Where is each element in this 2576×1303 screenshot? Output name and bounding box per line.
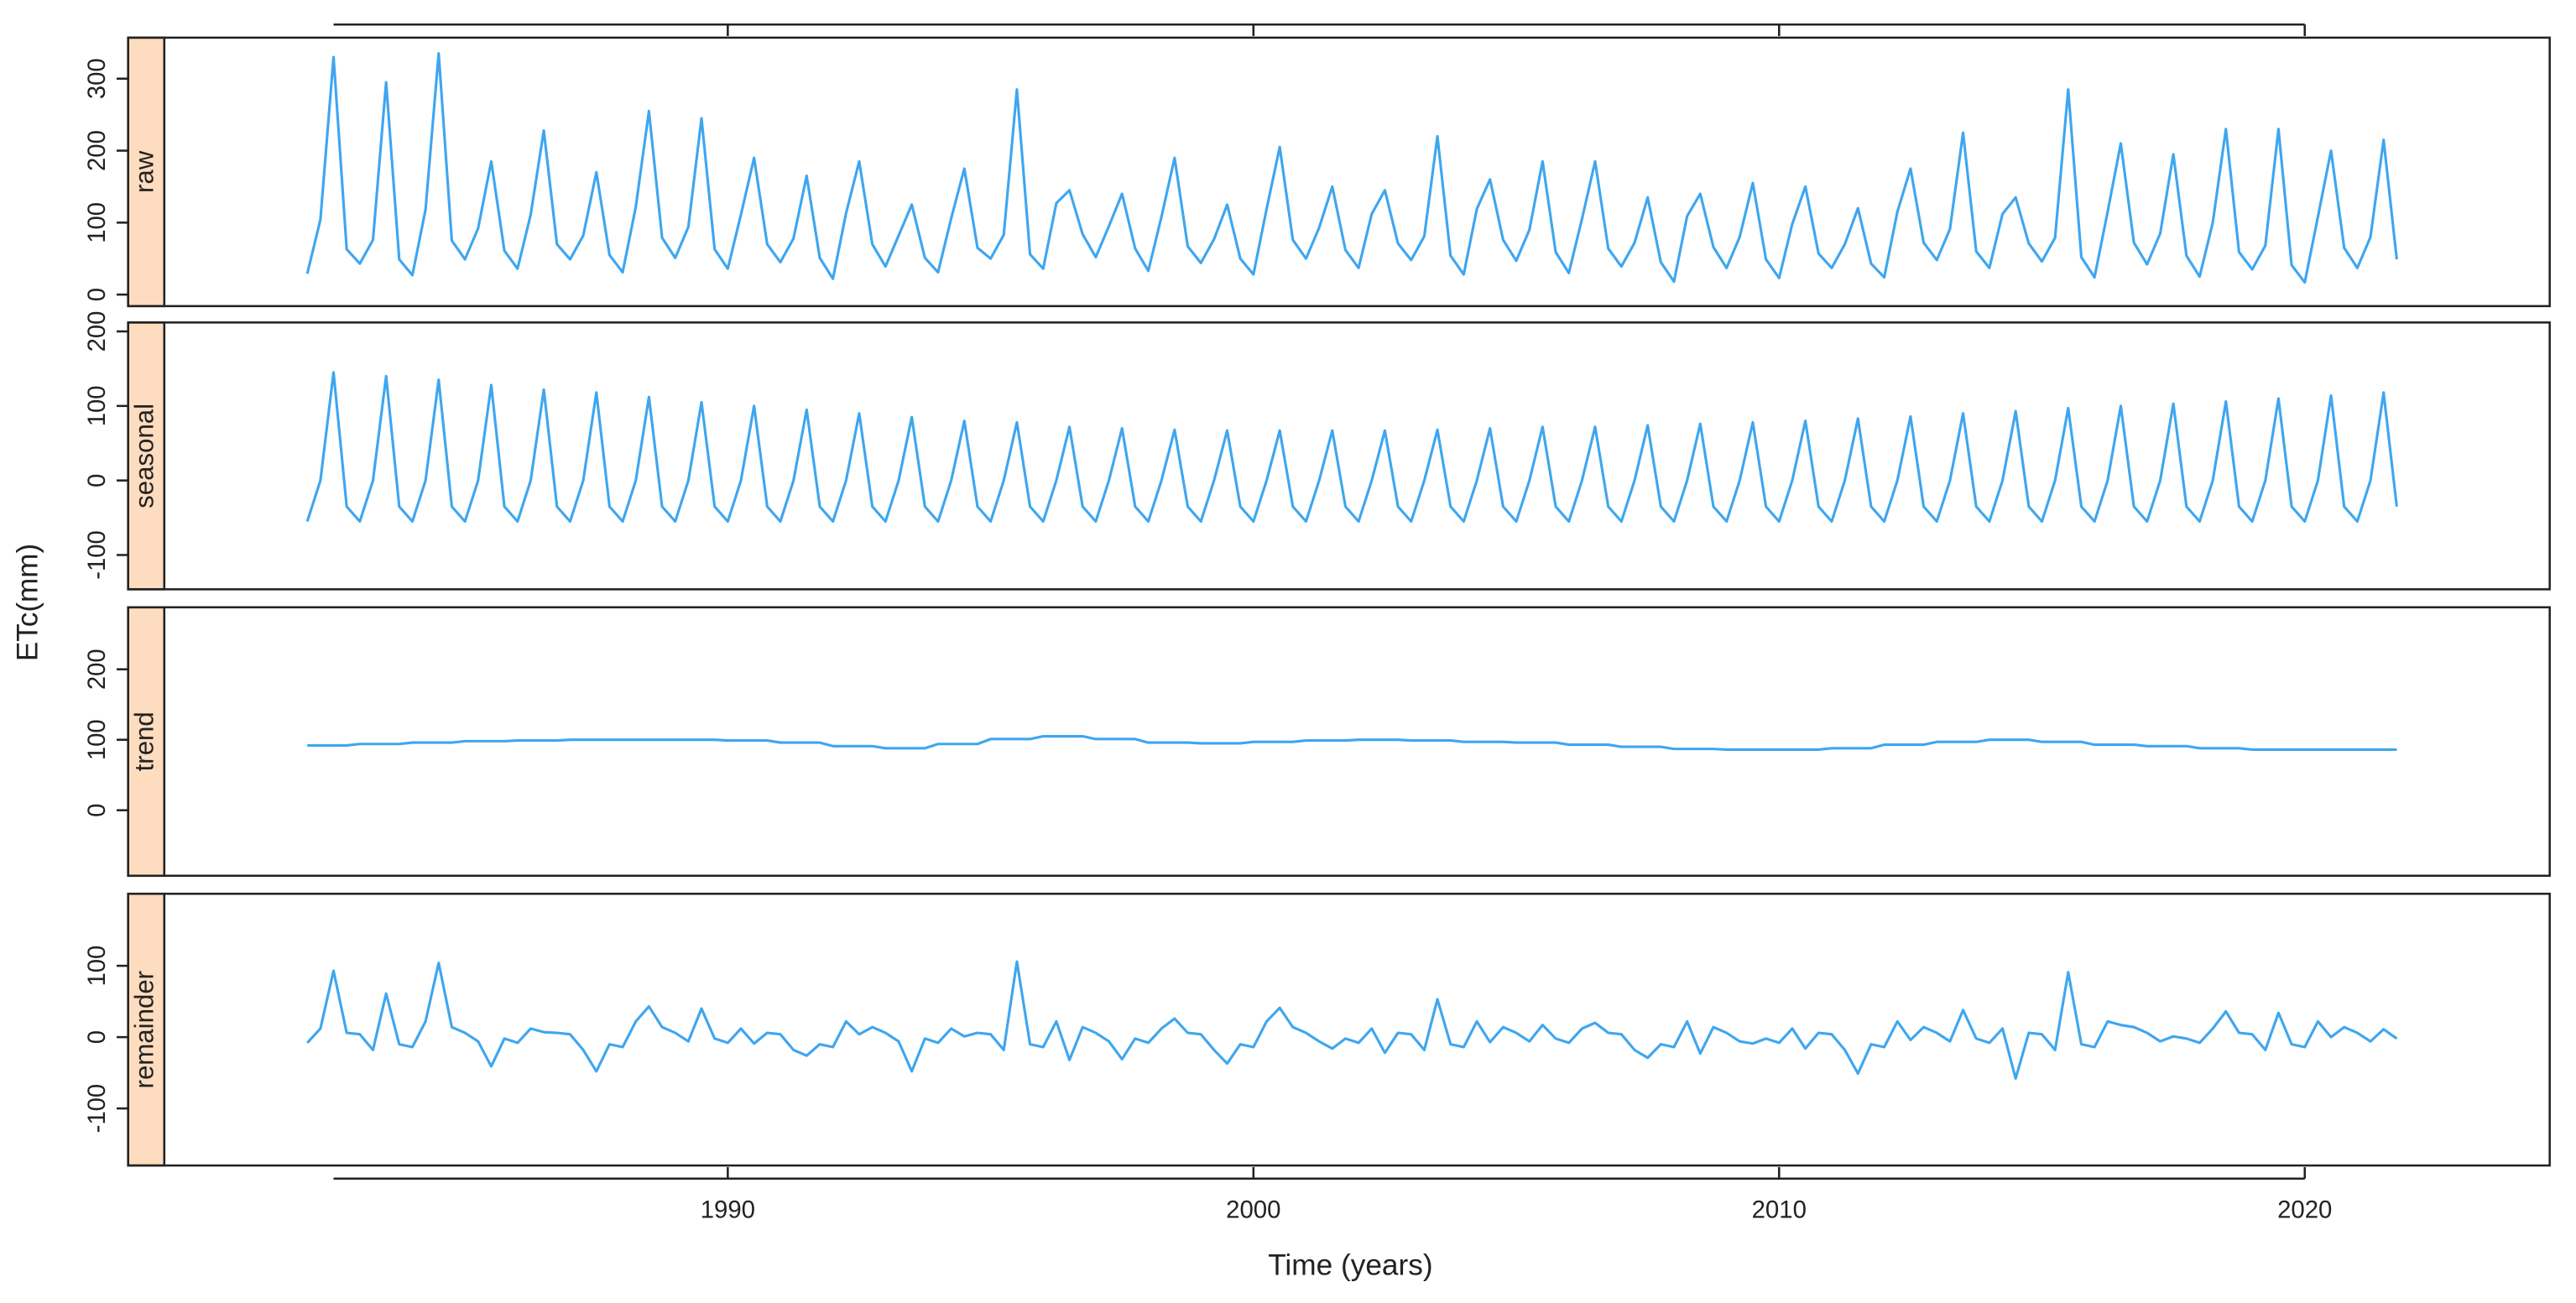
y-tick-label: 200	[83, 649, 111, 690]
x-tick-label: 2010	[1752, 1196, 1807, 1224]
y-tick-label: 0	[83, 1030, 111, 1044]
panel-frame	[127, 892, 2551, 1167]
series-line	[305, 52, 2398, 284]
x-tick-label: 2000	[1226, 1196, 1280, 1224]
series-line	[306, 960, 2398, 1080]
y-tick-label: 100	[83, 946, 111, 987]
panel-frame	[127, 321, 2551, 591]
y-tick-label: 0	[83, 288, 111, 301]
y-axis-label: ETc(mm)	[12, 544, 44, 661]
series-line	[305, 371, 2398, 524]
y-tick-label: 200	[83, 130, 111, 171]
y-tick-label: 100	[83, 202, 111, 243]
x-tick-label: 2020	[2277, 1196, 2332, 1224]
panel-frame	[127, 36, 2551, 308]
strip-label: remainder	[129, 971, 159, 1089]
strip-label: seasonal	[129, 404, 159, 508]
y-tick-label: 300	[83, 58, 111, 99]
x-tick-label: 1990	[701, 1196, 755, 1224]
y-tick-label: 100	[83, 385, 111, 426]
strip	[127, 892, 166, 1167]
strip-label: trend	[129, 711, 159, 771]
y-tick-label: 0	[83, 804, 111, 817]
y-tick-label: 100	[83, 719, 111, 760]
series-line	[307, 734, 2397, 752]
panel-frame	[127, 606, 2551, 878]
y-tick-label: 200	[83, 311, 111, 352]
y-tick-label: -100	[83, 1084, 111, 1134]
y-tick-label: 0	[83, 474, 111, 487]
strip-label: raw	[129, 150, 159, 193]
x-axis-label: Time (years)	[1268, 1248, 1432, 1281]
y-tick-label: -100	[83, 530, 111, 580]
